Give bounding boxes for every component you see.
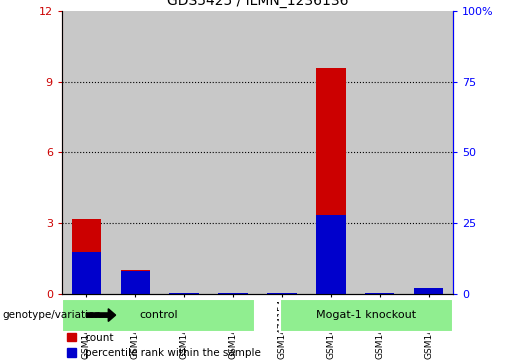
- Bar: [160, 11, 209, 294]
- Title: GDS5425 / ILMN_1236136: GDS5425 / ILMN_1236136: [167, 0, 348, 8]
- Text: Mogat-1 knockout: Mogat-1 knockout: [316, 310, 417, 320]
- Bar: [62, 11, 111, 294]
- Bar: [365, 293, 394, 294]
- Bar: [414, 288, 443, 294]
- Bar: [414, 289, 443, 294]
- FancyArrow shape: [86, 309, 115, 322]
- Bar: [267, 293, 297, 294]
- Bar: [209, 11, 258, 294]
- Bar: [121, 270, 150, 294]
- Bar: [169, 293, 199, 294]
- Bar: [169, 293, 199, 294]
- Legend: count, percentile rank within the sample: count, percentile rank within the sample: [67, 333, 261, 358]
- Bar: [121, 272, 150, 294]
- Bar: [111, 11, 160, 294]
- Bar: [267, 293, 297, 294]
- Bar: [316, 68, 346, 294]
- Bar: [316, 215, 346, 294]
- Bar: [355, 11, 404, 294]
- Text: control: control: [139, 310, 178, 320]
- Bar: [218, 293, 248, 294]
- Bar: [72, 252, 101, 294]
- Text: genotype/variation: genotype/variation: [3, 310, 101, 320]
- Bar: [365, 293, 394, 294]
- Bar: [280, 299, 453, 332]
- Bar: [404, 11, 453, 294]
- Bar: [218, 293, 248, 294]
- Bar: [72, 219, 101, 294]
- Bar: [306, 11, 355, 294]
- Bar: [258, 11, 306, 294]
- Bar: [62, 299, 255, 332]
